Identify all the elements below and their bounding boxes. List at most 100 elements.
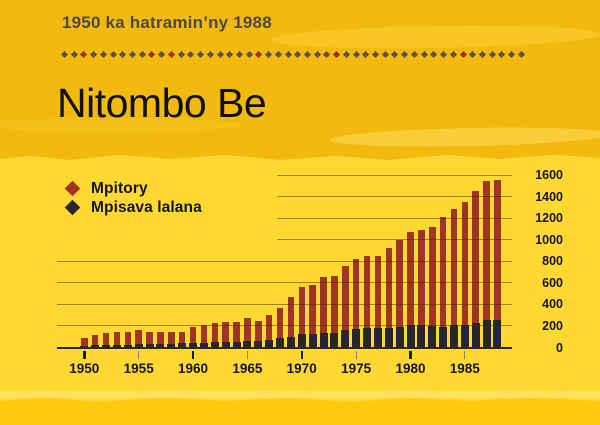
bar-mpisava-lalana-1978 [384, 327, 393, 348]
bar-mpitory-1956 [146, 332, 153, 348]
chart-legend: Mpitory Mpisava lalana [64, 179, 202, 217]
grid-line-1200 [277, 217, 512, 219]
bar-mpitory-1952 [102, 333, 110, 348]
legend-item-mpisava-lalana: Mpisava lalana [64, 198, 202, 217]
bar-mpisava-lalana-1958 [167, 343, 176, 348]
bar-mpitory-1965 [244, 317, 251, 348]
x-axis-label-1950: 1950 [69, 361, 100, 376]
bar-mpitory-1988 [494, 180, 501, 348]
bar-mpitory-1955 [135, 329, 142, 348]
bar-mpisava-lalana-1959 [178, 343, 187, 348]
y-axis-label-0: 0 [556, 340, 563, 355]
bar-mpitory-1985 [461, 202, 469, 348]
bar-mpitory-1973 [331, 275, 338, 348]
x-tick-1970 [300, 350, 303, 359]
bar-mpitory-1951 [91, 335, 99, 348]
grid-line-200 [57, 325, 512, 327]
grid-line-1400 [277, 196, 512, 198]
date-range-subtitle: 1950 ka hatramin’ny 1988 [62, 13, 272, 32]
bar-mpitory-1966 [255, 321, 262, 348]
bar-mpisava-lalana-1957 [156, 344, 165, 348]
x-tick-1985 [464, 350, 466, 359]
bar-mpisava-lalana-1969 [286, 336, 295, 348]
grid-line-1000 [277, 239, 512, 241]
bar-mpitory-1983 [439, 216, 447, 348]
x-tick-1980 [409, 350, 412, 359]
bar-mpisava-lalana-1964 [232, 341, 241, 348]
bar-mpisava-lalana-1983 [439, 326, 448, 348]
grid-line-600 [57, 282, 512, 284]
bar-mpitory-1969 [287, 297, 295, 348]
x-axis-line [57, 346, 512, 349]
x-axis-label-1965: 1965 [232, 361, 263, 376]
bar-mpisava-lalana-1975 [352, 329, 361, 348]
bar-mpitory-1953 [113, 332, 121, 348]
bar-mpitory-1976 [363, 255, 371, 348]
bar-mpisava-lalana-1988 [493, 320, 502, 348]
x-axis-label-1955: 1955 [123, 361, 154, 376]
bar-mpitory-1979 [396, 239, 403, 348]
bar-mpitory-1961 [200, 324, 208, 348]
bar-mpisava-lalana-1976 [363, 328, 371, 348]
bar-mpisava-lalana-1972 [319, 333, 328, 348]
mpitory-diamond-icon [64, 180, 81, 197]
x-axis-label-1985: 1985 [449, 361, 480, 376]
bar-mpitory-1970 [298, 287, 305, 348]
grid-line-800 [57, 260, 512, 262]
legend-label: Mpitory [91, 179, 148, 197]
legend-label: Mpisava lalana [91, 198, 202, 216]
x-axis-label-1980: 1980 [395, 361, 426, 376]
grid-line-400 [57, 303, 512, 305]
bar-mpitory-1987 [483, 180, 490, 348]
bar-mpisava-lalana-1967 [265, 340, 274, 348]
bar-mpitory-1950 [81, 337, 88, 348]
x-axis-label-1960: 1960 [177, 361, 209, 376]
bar-mpitory-1980 [407, 232, 414, 348]
bar-mpitory-1986 [472, 191, 479, 348]
bar-mpisava-lalana-1953 [112, 344, 121, 348]
legend-item-mpitory: Mpitory [64, 179, 202, 198]
bar-mpitory-1954 [124, 331, 131, 348]
bar-mpisava-lalana-1955 [134, 344, 143, 348]
bar-mpisava-lalana-1966 [254, 340, 263, 348]
bar-mpitory-1984 [450, 209, 458, 348]
bar-mpisava-lalana-1980 [406, 325, 415, 348]
bar-mpisava-lalana-1982 [428, 325, 437, 348]
bar-mpisava-lalana-1962 [210, 342, 219, 348]
y-axis-label-600: 600 [542, 275, 563, 290]
bar-mpitory-1977 [374, 256, 382, 348]
bar-mpitory-1962 [211, 323, 218, 348]
bar-mpisava-lalana-1973 [330, 332, 339, 348]
bar-mpitory-1975 [352, 258, 360, 348]
bar-mpitory-1960 [189, 326, 197, 348]
bar-mpisava-lalana-1968 [276, 338, 284, 348]
bar-mpitory-1963 [222, 321, 229, 348]
y-axis-label-1000: 1000 [535, 232, 563, 247]
bar-mpitory-1974 [342, 265, 349, 348]
bar-mpitory-1971 [309, 285, 316, 348]
bar-mpisava-lalana-1963 [221, 341, 230, 348]
bar-mpisava-lalana-1956 [145, 344, 154, 348]
bar-mpisava-lalana-1977 [373, 328, 382, 348]
bar-mpisava-lalana-1979 [395, 327, 404, 348]
bar-mpitory-1982 [429, 226, 436, 348]
bar-mpisava-lalana-1974 [341, 330, 350, 348]
bar-mpisava-lalana-1985 [460, 325, 469, 348]
bar-mpisava-lalana-1954 [123, 344, 132, 348]
bar-mpisava-lalana-1961 [199, 342, 208, 348]
bottom-paper-strip [0, 398, 600, 425]
bar-mpisava-lalana-1960 [189, 343, 197, 348]
bar-mpitory-1964 [233, 321, 240, 348]
torn-edge-highlight [0, 391, 600, 398]
y-axis-label-1600: 1600 [535, 168, 563, 182]
bar-mpitory-1972 [320, 277, 327, 348]
y-axis-label-1200: 1200 [535, 211, 563, 226]
x-tick-1965 [246, 350, 248, 359]
bar-mpitory-1981 [418, 230, 425, 348]
bar-mpitory-1958 [168, 332, 175, 348]
grid-line-1600 [277, 174, 512, 176]
bar-mpisava-lalana-1951 [91, 345, 100, 348]
bar-mpitory-1968 [276, 307, 284, 348]
